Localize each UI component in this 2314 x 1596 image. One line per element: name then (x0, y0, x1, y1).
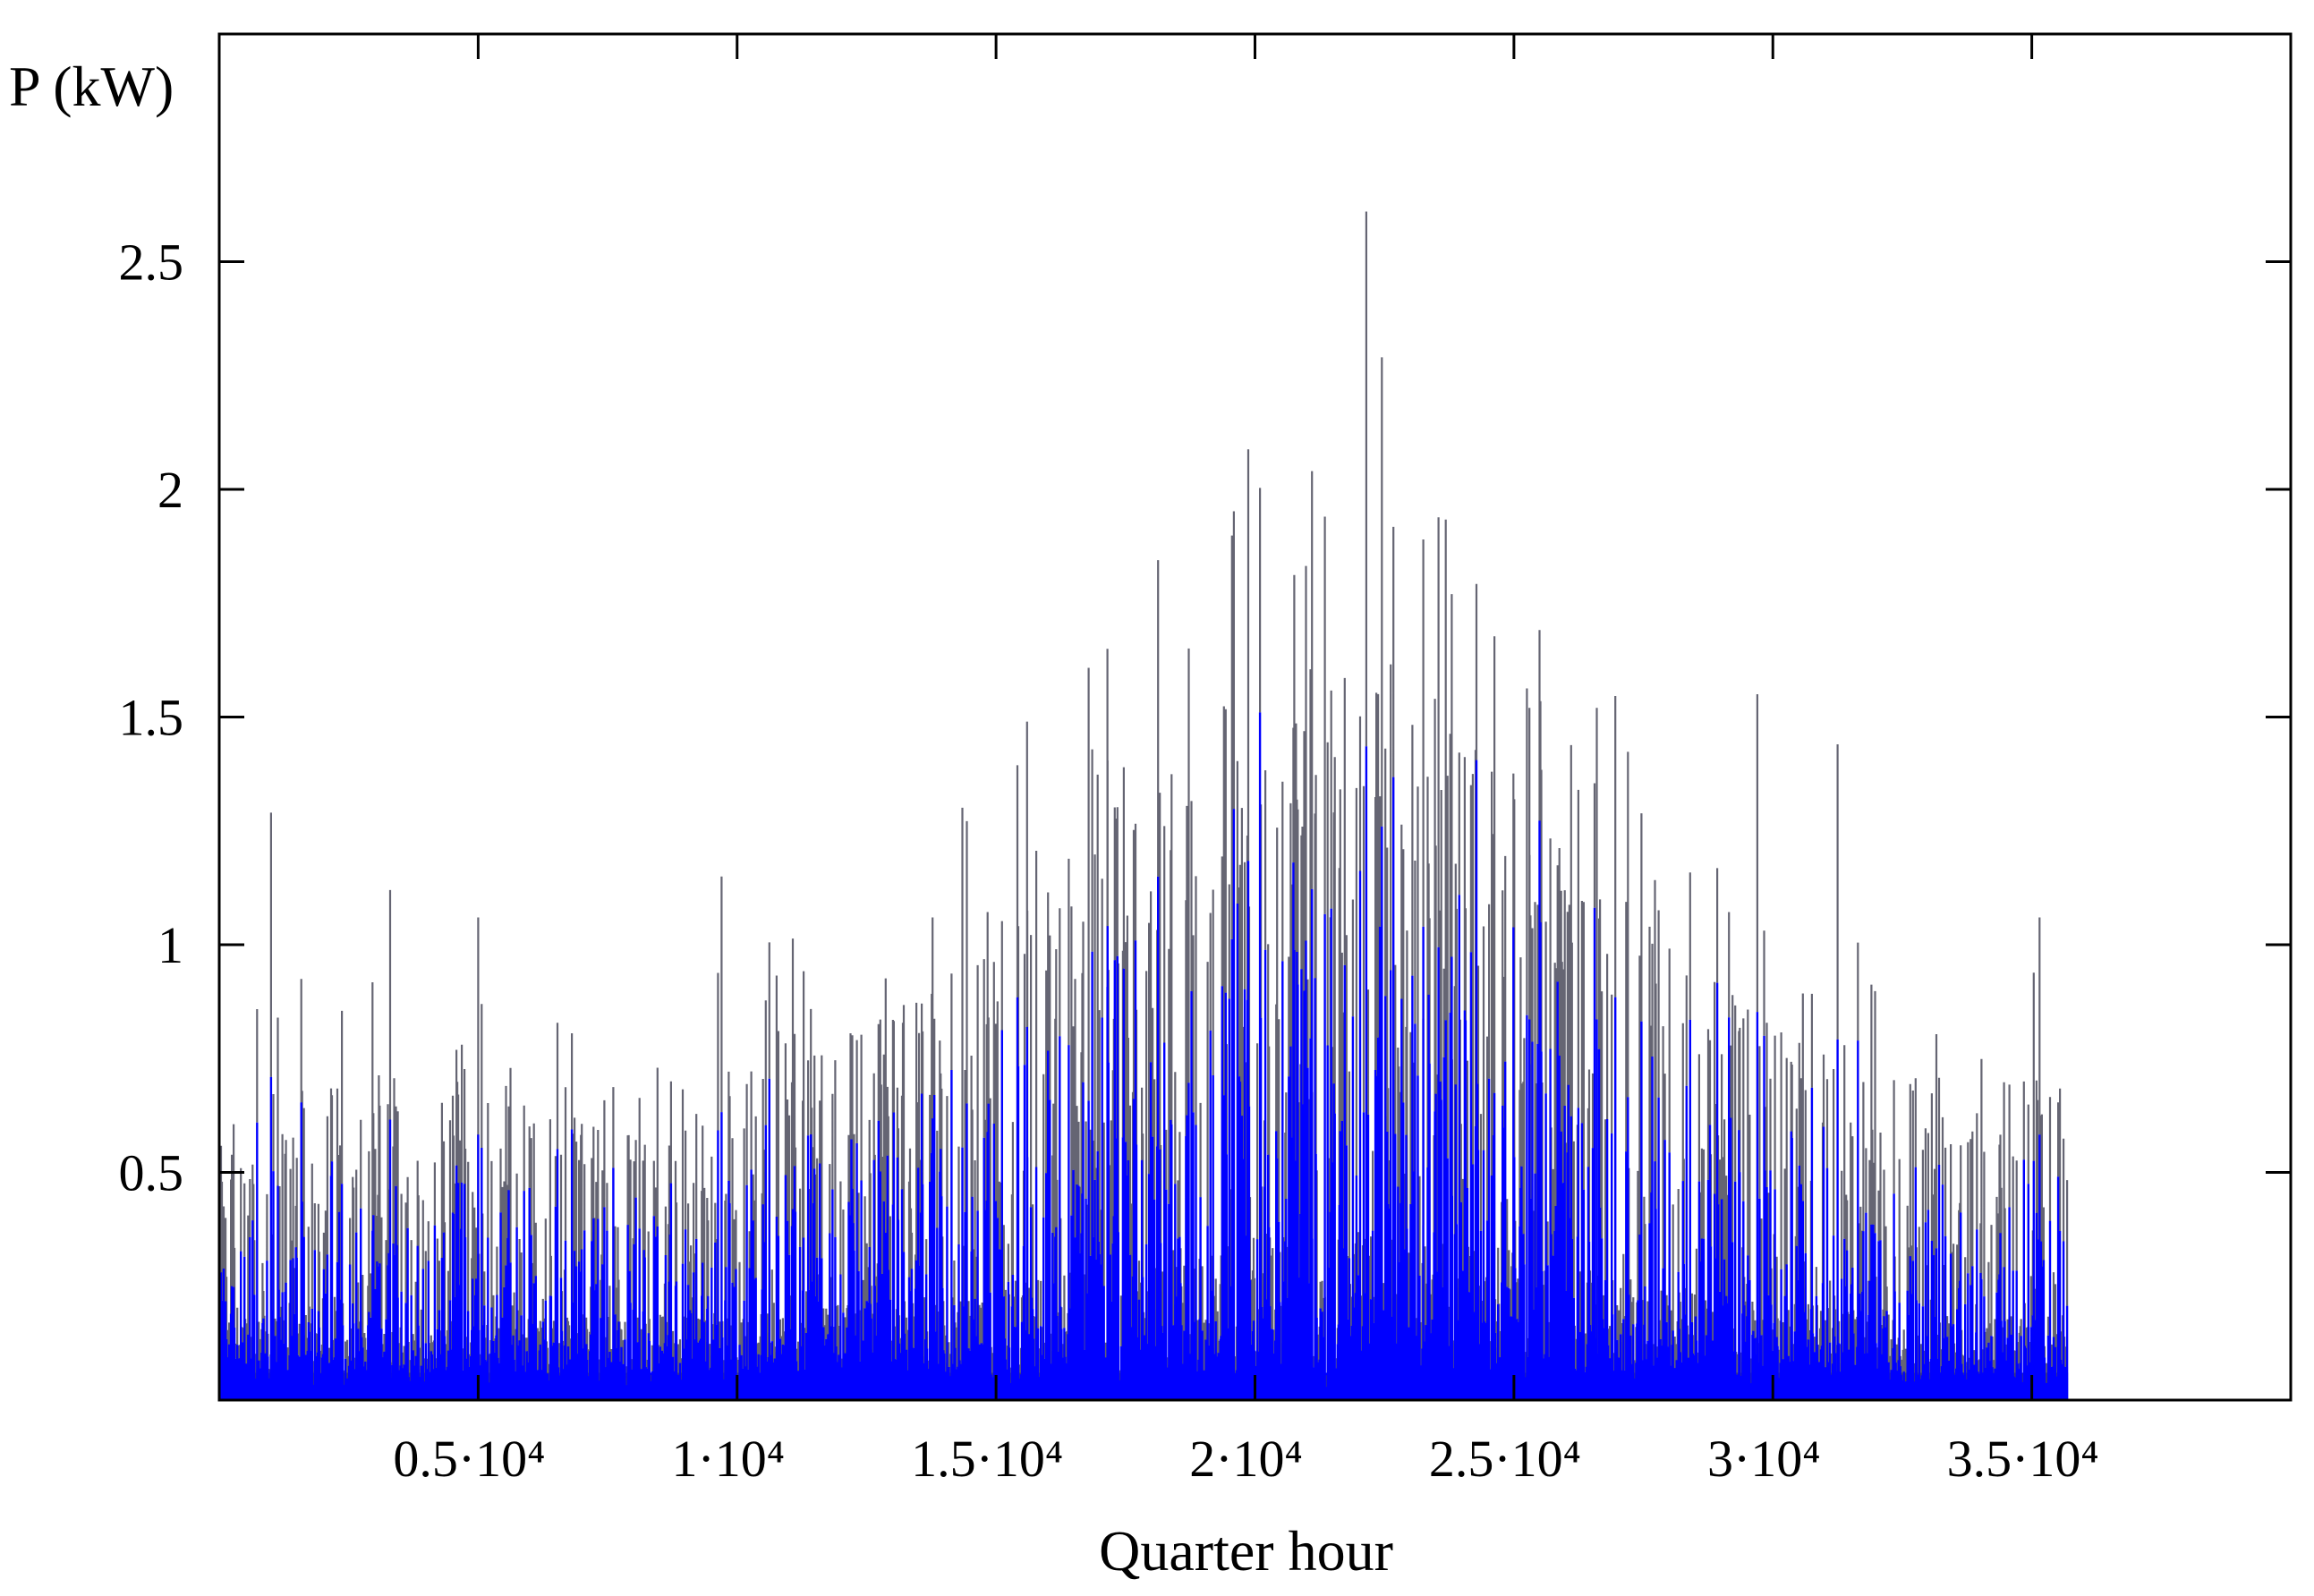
y-tick-label: 0.5 (119, 1144, 184, 1202)
series-line (217, 712, 2069, 1400)
x-tick-label: 0.5·10⁴ (393, 1430, 545, 1488)
x-tick-label: 1.5·10⁴ (911, 1430, 1063, 1488)
y-tick-label: 2 (157, 461, 183, 519)
x-tick-label: 3.5·10⁴ (1947, 1430, 2099, 1488)
x-axis: 0.5·10⁴ 1·10⁴ 1.5·10⁴ 2·10⁴ 2.5·10⁴ 3·10⁴ 3.5·… (393, 34, 2099, 1488)
load-series (217, 211, 2069, 1400)
y-tick-label: 2.5 (119, 233, 184, 292)
y-axis: 0.5 1 1.5 2 2.5 (119, 233, 2291, 1202)
y-tick-label: 1.5 (119, 689, 184, 747)
series-peaks (217, 211, 2069, 1392)
x-tick-label: 2·10⁴ (1189, 1430, 1303, 1488)
x-tick-label: 3·10⁴ (1707, 1430, 1821, 1488)
y-axis-label: P (kW) (9, 55, 174, 118)
x-tick-label: 2.5·10⁴ (1429, 1430, 1581, 1488)
y-tick-label: 1 (157, 916, 183, 974)
x-tick-label: 1·10⁴ (671, 1430, 785, 1488)
x-axis-label: Quarter hour (1099, 1519, 1393, 1583)
